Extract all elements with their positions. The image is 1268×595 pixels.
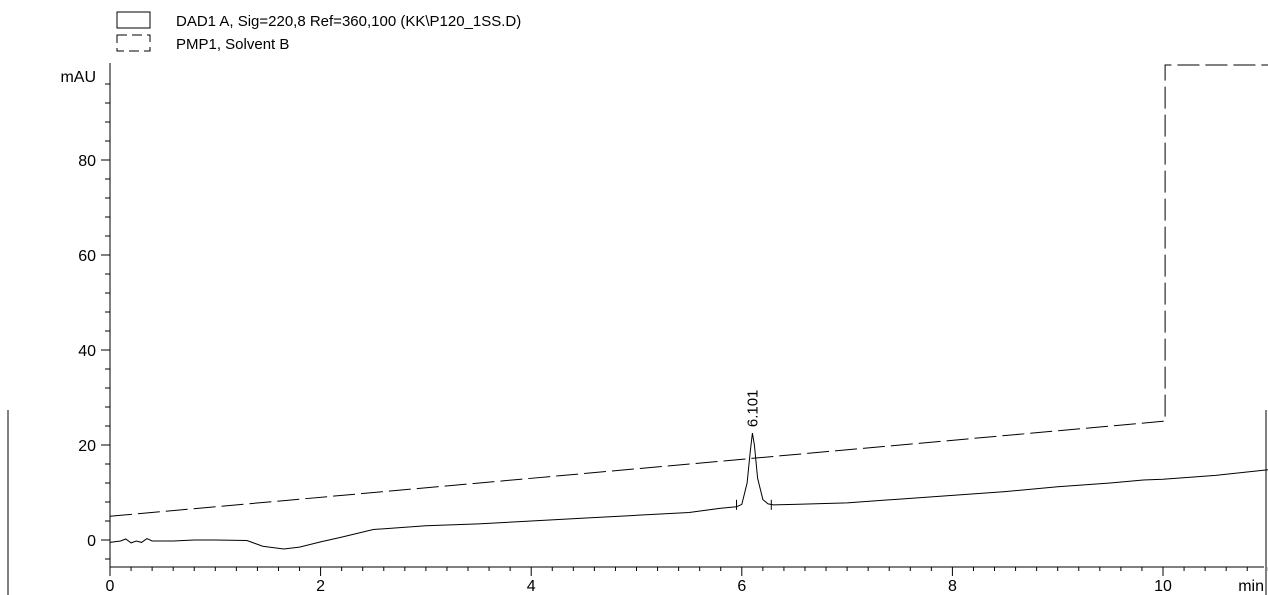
x-tick-label: 8 — [948, 578, 957, 595]
x-tick-label: 10 — [1154, 578, 1172, 595]
y-axis-unit: mAU — [60, 69, 96, 86]
legend: DAD1 A, Sig=220,8 Ref=360,100 (KK\P120_1… — [116, 11, 521, 53]
series-line-pmp1 — [109, 64, 1268, 517]
y-tick-label: 80 — [78, 153, 96, 170]
y-axis: mAU 0 20 40 60 80 — [60, 63, 111, 567]
x-tick-label: 4 — [527, 578, 536, 595]
x-tick-label: 0 — [106, 578, 115, 595]
legend-label-pmp1: PMP1, Solvent B — [176, 36, 289, 53]
annotation-layer: 6.101 — [744, 390, 761, 428]
peak-label: 6.101 — [744, 390, 761, 428]
y-tick-label: 40 — [78, 343, 96, 360]
x-axis: min 0 2 4 6 8 10 — [106, 566, 1268, 595]
y-tick-label: 0 — [87, 533, 96, 550]
legend-label-dad1: DAD1 A, Sig=220,8 Ref=360,100 (KK\P120_1… — [176, 13, 521, 30]
x-axis-unit: min — [1238, 578, 1264, 595]
legend-swatch-dad1 — [116, 11, 151, 29]
series-line-dad1 — [109, 433, 1268, 550]
y-tick-label: 60 — [78, 248, 96, 265]
y-tick-label: 20 — [78, 438, 96, 455]
legend-swatch-pmp1 — [116, 34, 151, 52]
x-tick-label: 2 — [316, 578, 325, 595]
series-layer — [109, 64, 1268, 550]
x-tick-label: 6 — [737, 578, 746, 595]
